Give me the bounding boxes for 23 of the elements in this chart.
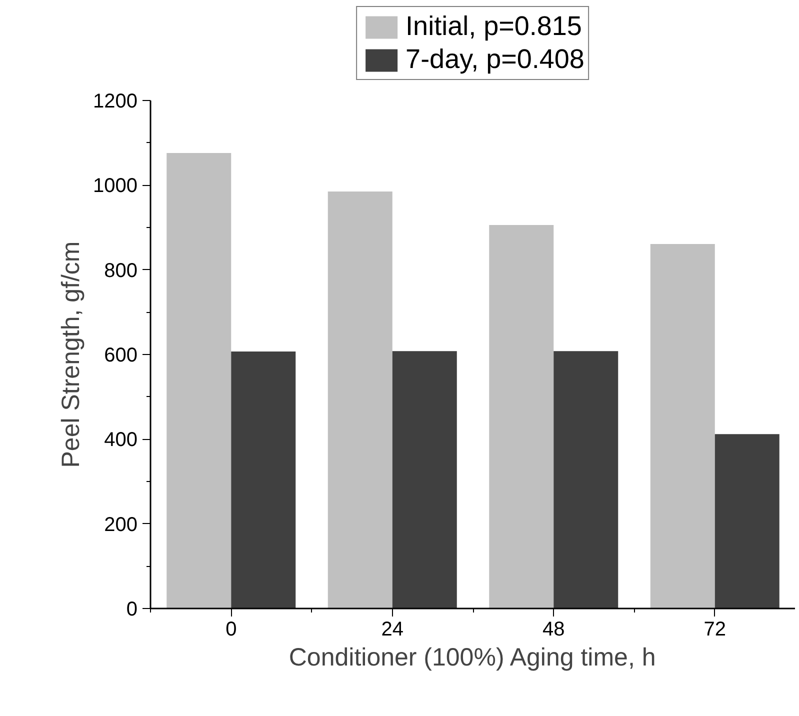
bar	[231, 352, 296, 608]
x-tick-label: 0	[226, 618, 237, 640]
bar	[650, 244, 715, 608]
y-tick-label: 600	[104, 344, 138, 366]
x-tick-label: 48	[542, 618, 565, 640]
y-tick-label: 200	[104, 514, 138, 536]
legend-label: 7-day, p=0.408	[406, 44, 584, 75]
legend-label: Initial, p=0.815	[406, 11, 582, 42]
y-tick-label: 1000	[93, 175, 138, 198]
x-tick-label: 24	[381, 618, 404, 640]
bar	[714, 434, 780, 608]
bar	[489, 224, 554, 608]
x-axis-title: Conditioner (100%) Aging time, h	[288, 644, 656, 672]
x-tick-label: 72	[704, 618, 726, 640]
y-tick-label: 1200	[93, 90, 138, 112]
y-axis-title: Peel Strength, gf/cm	[57, 241, 86, 468]
y-tick-label: 400	[104, 429, 138, 452]
bar	[554, 351, 618, 608]
bar	[392, 351, 457, 608]
y-tick-label: 800	[104, 260, 138, 282]
y-tick-label: 0	[126, 598, 138, 620]
bar	[328, 192, 392, 608]
bar	[166, 152, 232, 608]
